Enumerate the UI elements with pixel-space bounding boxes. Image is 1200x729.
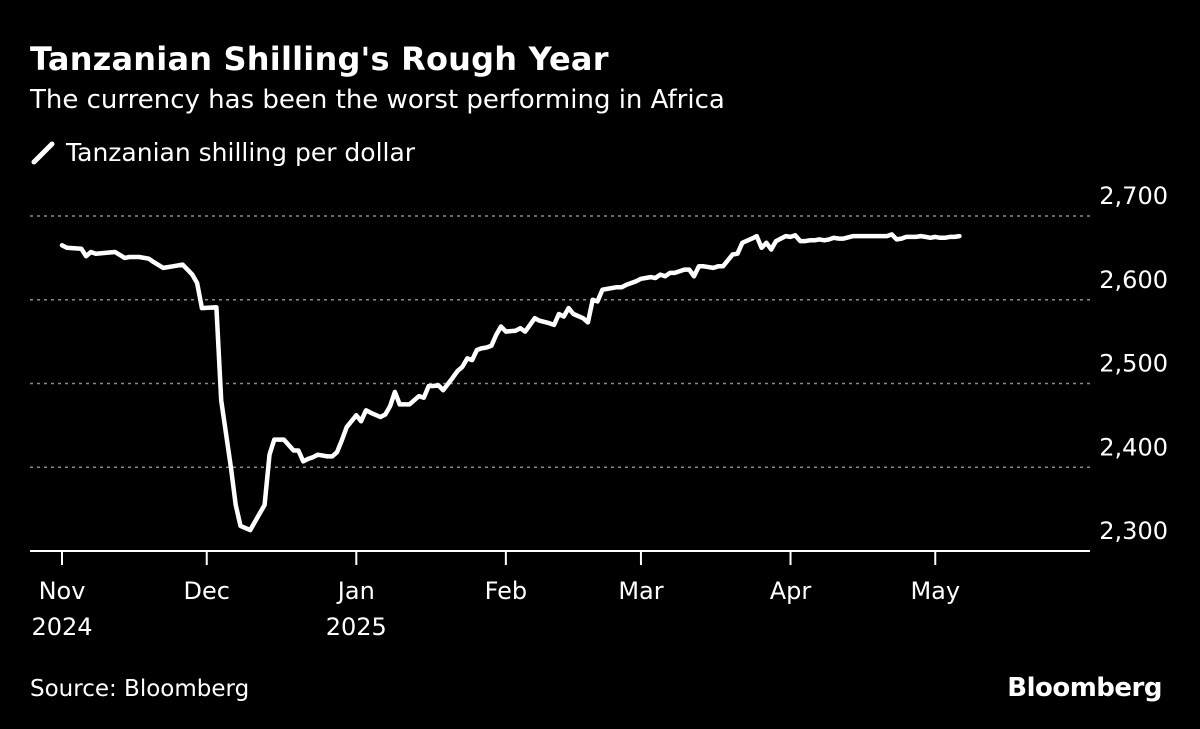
grid-layer: [30, 215, 1090, 552]
y-tick-label: 2,700: [1099, 182, 1168, 210]
y-tick-label: 2,300: [1099, 517, 1168, 545]
series-line: [59, 232, 962, 533]
x-tick-label: 2025: [326, 613, 387, 641]
x-tick-label: Apr: [770, 577, 812, 605]
chart-subtitle: The currency has been the worst performi…: [30, 85, 725, 115]
x-tick-label: Dec: [184, 577, 230, 605]
legend: Tanzanian shilling per dollar: [30, 138, 415, 167]
y-tick-label: 2,500: [1099, 350, 1168, 378]
chart-title: Tanzanian Shilling's Rough Year: [30, 40, 609, 78]
legend-label: Tanzanian shilling per dollar: [66, 138, 416, 167]
bloomberg-logo: Bloomberg: [1007, 673, 1162, 703]
x-tick-label: 2024: [31, 613, 92, 641]
x-tick-label: May: [910, 577, 960, 605]
y-axis: 2,700 2,600 2,500 2,400 2,300: [1099, 182, 1168, 545]
x-tick-label: Jan: [336, 577, 375, 605]
legend-swatch: [31, 141, 55, 164]
x-tick-label: Mar: [618, 577, 663, 605]
x-axis: Nov 2024 Dec Jan 2025 Feb Mar Apr May: [31, 551, 960, 641]
source-note: Source: Bloomberg: [30, 676, 250, 702]
series-layer: [59, 232, 962, 533]
y-tick-label: 2,600: [1099, 266, 1168, 294]
y-tick-label: 2,400: [1099, 433, 1168, 461]
x-tick-label: Nov: [39, 577, 86, 605]
x-tick-label: Feb: [485, 577, 528, 605]
